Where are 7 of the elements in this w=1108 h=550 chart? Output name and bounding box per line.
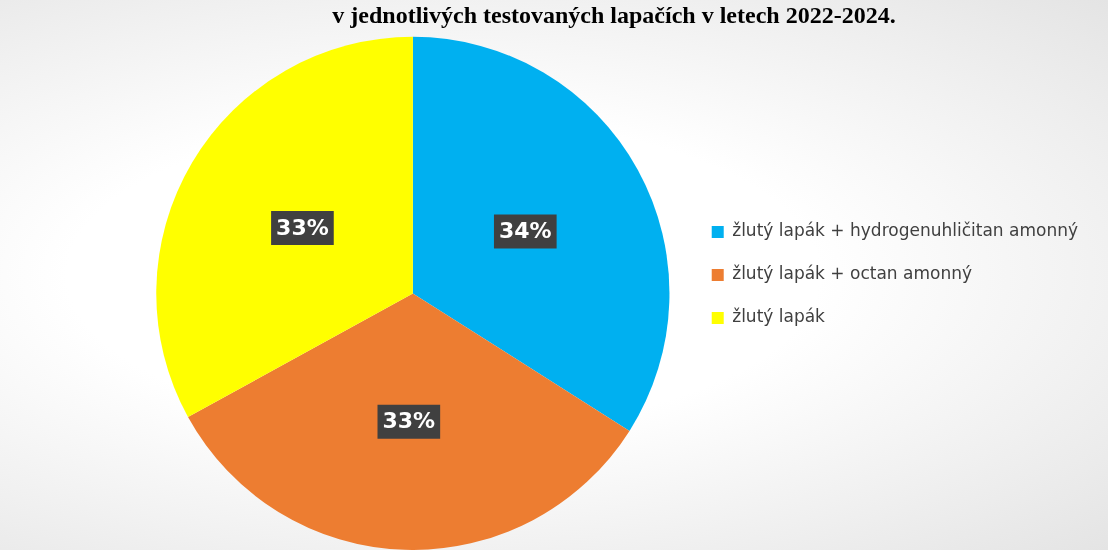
legend-label: žlutý lapák + octan amonný [732, 263, 973, 284]
data-label: 33% [382, 408, 436, 434]
chart-title: v jednotlivých testovaných lapačích v letech 2022-2024. [332, 1, 896, 28]
data-label: 33% [276, 214, 329, 240]
data-label: 34% [498, 218, 552, 244]
legend-label: žlutý lapák + hydrogenuhličitan amonný [732, 220, 1078, 241]
legend-label: žlutý lapák [732, 306, 826, 327]
